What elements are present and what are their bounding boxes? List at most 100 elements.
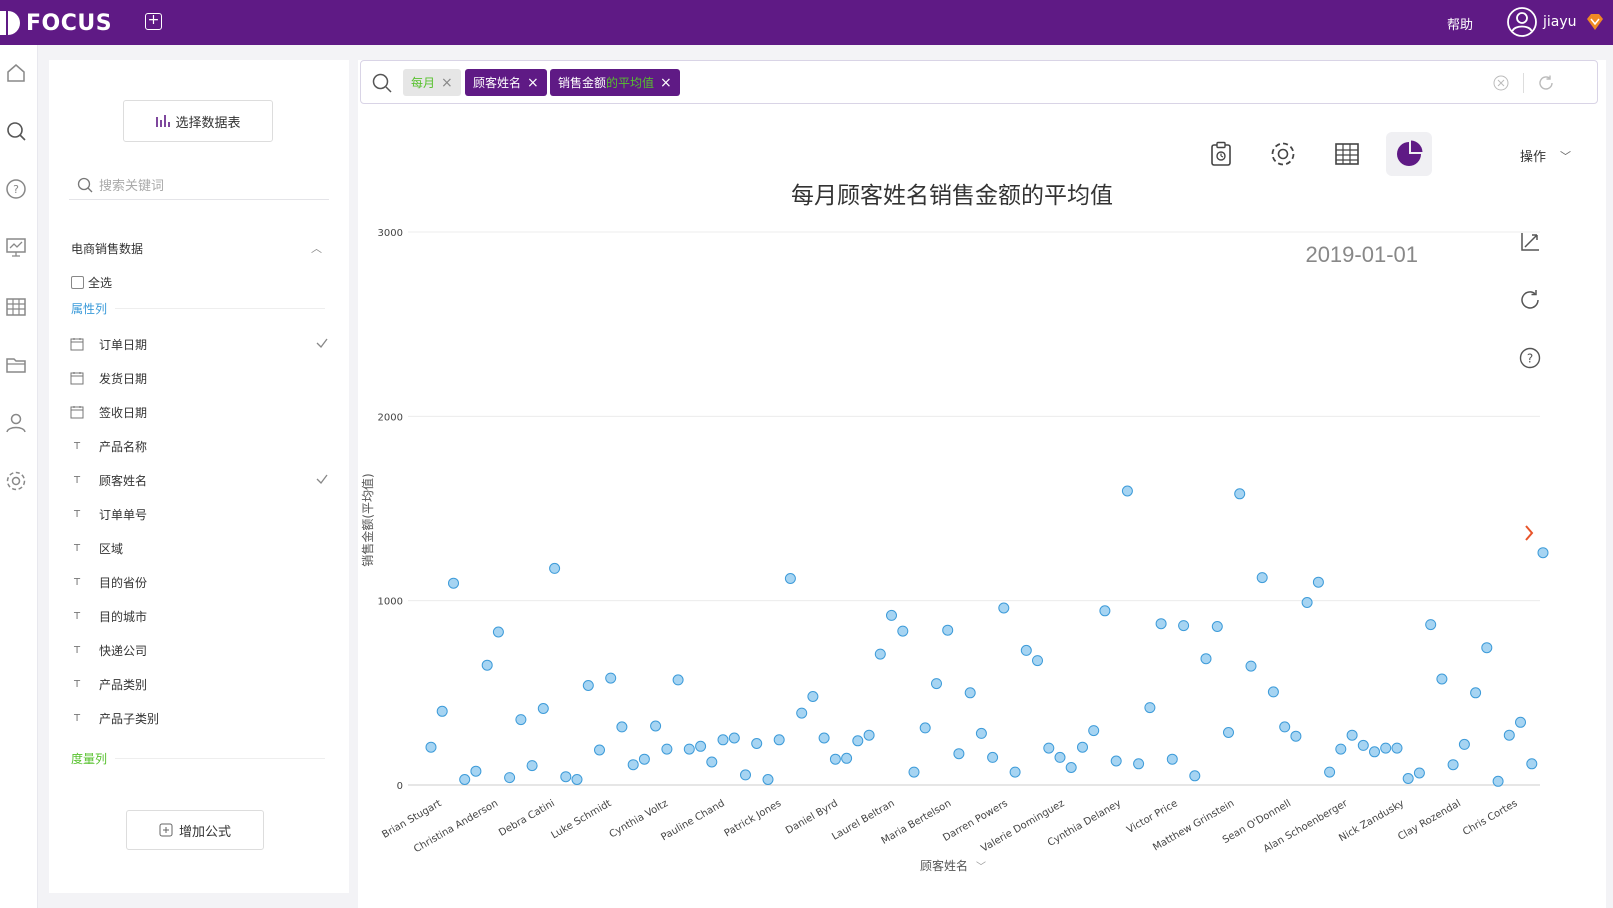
- scatter-point[interactable]: [874, 648, 886, 660]
- scatter-point[interactable]: [908, 766, 920, 778]
- search-token-month[interactable]: 每月 ×: [403, 69, 461, 96]
- clear-search-icon[interactable]: [1493, 75, 1509, 91]
- field-item[interactable]: T 区域: [69, 536, 329, 560]
- scatter-point[interactable]: [1043, 742, 1055, 754]
- scatter-point[interactable]: [1223, 727, 1234, 738]
- field-item[interactable]: T 快递公司: [69, 638, 329, 662]
- select-table-button[interactable]: 选择数据表: [123, 100, 273, 142]
- scatter-point[interactable]: [549, 562, 561, 574]
- axis-scale-icon[interactable]: [1518, 230, 1542, 254]
- field-item[interactable]: T 产品类别: [69, 672, 329, 696]
- folder-icon[interactable]: [4, 353, 28, 377]
- scatter-point[interactable]: [762, 774, 774, 785]
- scatter-point[interactable]: [1290, 730, 1302, 742]
- scatter-point[interactable]: [1357, 739, 1369, 751]
- scatter-point[interactable]: [1369, 746, 1380, 758]
- scatter-point[interactable]: [1492, 775, 1504, 787]
- scatter-point[interactable]: [964, 687, 976, 699]
- scatter-point[interactable]: [1178, 620, 1190, 632]
- scatter-point[interactable]: [1515, 716, 1526, 728]
- scatter-point[interactable]: [1245, 660, 1257, 672]
- settings-icon[interactable]: [4, 469, 28, 493]
- scatter-point[interactable]: [695, 740, 707, 752]
- dataset-title[interactable]: 电商销售数据: [71, 242, 144, 256]
- scatter-point[interactable]: [1312, 576, 1324, 588]
- scatter-point[interactable]: [1110, 755, 1122, 767]
- scatter-point[interactable]: [448, 577, 459, 589]
- scatter-point[interactable]: [594, 744, 605, 756]
- scatter-point[interactable]: [1346, 729, 1358, 741]
- refresh-icon[interactable]: [1537, 74, 1555, 92]
- scatter-point[interactable]: [459, 774, 471, 785]
- scatter-point[interactable]: [1458, 738, 1470, 750]
- scatter-point[interactable]: [706, 756, 718, 768]
- scatter-point[interactable]: [1088, 725, 1100, 737]
- scatter-point[interactable]: [627, 759, 639, 771]
- scatter-point[interactable]: [1099, 605, 1111, 617]
- scatter-point[interactable]: [1166, 753, 1178, 765]
- scatter-point[interactable]: [1391, 742, 1403, 754]
- scatter-point[interactable]: [1032, 655, 1043, 667]
- scatter-point[interactable]: [852, 735, 864, 747]
- field-item[interactable]: T 顾客姓名: [69, 468, 329, 492]
- scatter-point[interactable]: [1380, 742, 1392, 754]
- scatter-point[interactable]: [931, 678, 942, 690]
- scatter-point[interactable]: [1301, 597, 1313, 608]
- board-icon[interactable]: [4, 235, 28, 259]
- scatter-point[interactable]: [1077, 741, 1088, 753]
- user-name[interactable]: jiayu: [1543, 14, 1577, 30]
- scatter-point[interactable]: [807, 691, 819, 702]
- scatter-point[interactable]: [751, 738, 763, 749]
- x-axis-dropdown-icon[interactable]: ﹀: [976, 861, 986, 873]
- scatter-point[interactable]: [638, 753, 650, 765]
- scatter-point[interactable]: [582, 680, 594, 691]
- scatter-point[interactable]: [897, 625, 909, 637]
- help-icon[interactable]: ?: [4, 177, 28, 201]
- user-icon[interactable]: [4, 411, 28, 435]
- home-icon[interactable]: [4, 61, 28, 85]
- scatter-point[interactable]: [1189, 770, 1201, 782]
- add-tab-button[interactable]: +: [145, 13, 162, 30]
- field-item[interactable]: T 目的城市: [69, 604, 329, 628]
- close-icon[interactable]: ×: [660, 74, 672, 91]
- scatter-point[interactable]: [863, 729, 875, 741]
- scatter-point[interactable]: [425, 741, 437, 753]
- operations-menu[interactable]: 操作 ﹀: [1520, 146, 1571, 166]
- select-all-checkbox[interactable]: 全选: [71, 274, 112, 291]
- scatter-point[interactable]: [1267, 686, 1279, 698]
- reset-icon[interactable]: [1518, 288, 1542, 312]
- scatter-point[interactable]: [1054, 751, 1066, 763]
- close-icon[interactable]: ×: [527, 74, 539, 91]
- scatter-point[interactable]: [650, 720, 662, 732]
- scatter-point[interactable]: [1155, 618, 1167, 630]
- field-item[interactable]: 订单日期: [69, 332, 329, 356]
- scatter-point[interactable]: [1447, 759, 1459, 771]
- scatter-point[interactable]: [1256, 572, 1268, 584]
- scatter-point[interactable]: [1279, 721, 1291, 733]
- scatter-point[interactable]: [1335, 743, 1347, 755]
- add-formula-button[interactable]: 增加公式: [126, 810, 264, 850]
- scatter-point[interactable]: [919, 722, 931, 734]
- field-item[interactable]: T 目的省份: [69, 570, 329, 594]
- scatter-point[interactable]: [1009, 766, 1021, 778]
- scatter-point[interactable]: [998, 602, 1010, 614]
- scatter-point[interactable]: [818, 732, 830, 744]
- scatter-point[interactable]: [616, 721, 628, 733]
- scatter-point[interactable]: [796, 707, 808, 719]
- scatter-point[interactable]: [683, 743, 695, 755]
- clipboard-tool-button[interactable]: [1198, 132, 1244, 176]
- scatter-point[interactable]: [560, 771, 572, 783]
- scatter-point[interactable]: [1200, 653, 1212, 665]
- scatter-point[interactable]: [1503, 729, 1515, 741]
- scatter-point[interactable]: [1526, 758, 1538, 770]
- scatter-point[interactable]: [571, 774, 583, 785]
- search-token-customer[interactable]: 顾客姓名 ×: [465, 69, 547, 96]
- scatter-point[interactable]: [661, 743, 673, 755]
- help-link[interactable]: 帮助: [1447, 18, 1474, 33]
- scatter-point[interactable]: [784, 573, 796, 584]
- y-axis-expand-icon[interactable]: ›: [366, 485, 370, 498]
- scatter-point[interactable]: [1020, 644, 1032, 656]
- scatter-point[interactable]: [987, 751, 999, 763]
- search-icon[interactable]: [4, 119, 28, 143]
- table-view-button[interactable]: [1324, 132, 1370, 176]
